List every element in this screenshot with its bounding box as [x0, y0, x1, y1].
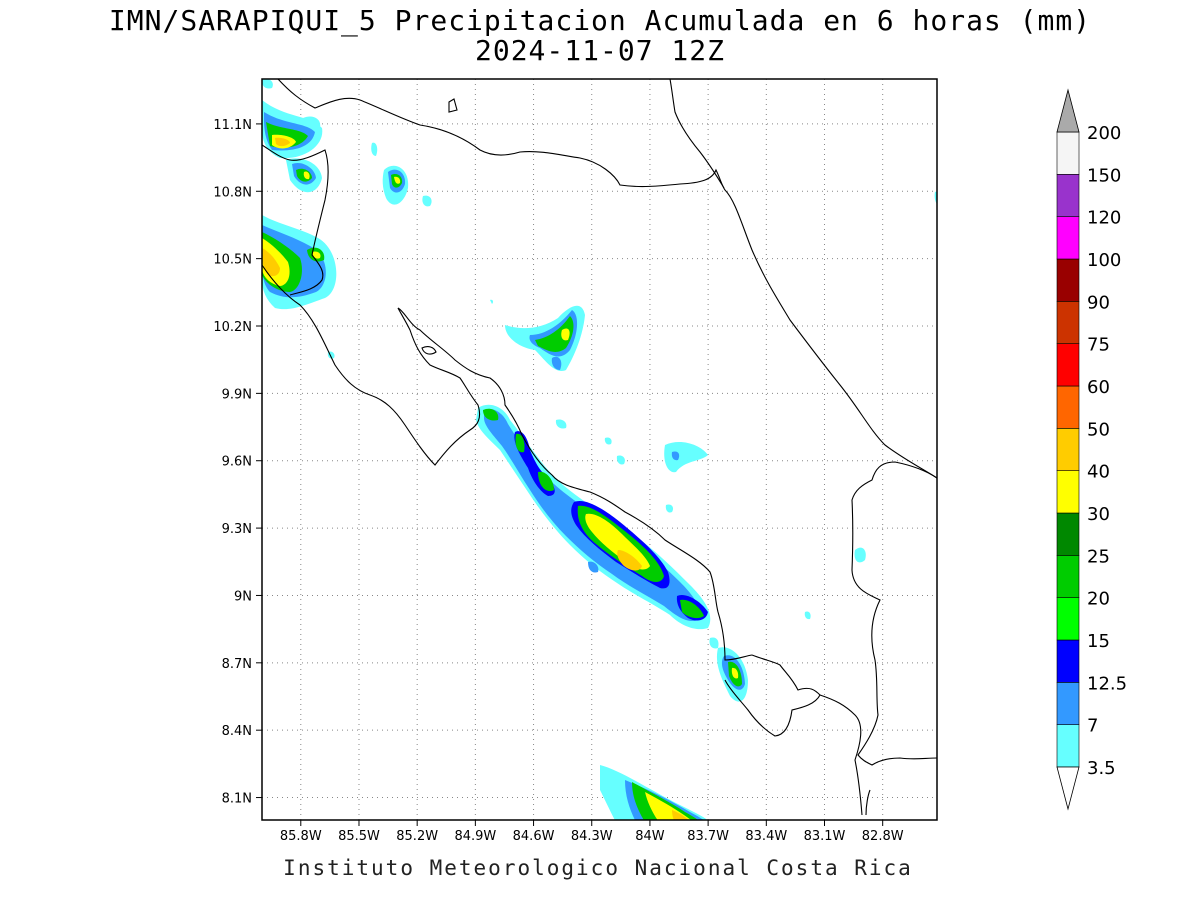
- colorbar-legend: 3.5 7 12.5 15 20 25 30 40 50 60 75 90 100 120 150 200: [1056, 88, 1127, 811]
- y-tick-label: 9.9N: [222, 387, 252, 402]
- colorbar-swatch: [1056, 343, 1080, 387]
- precip-band-pacific-coast: [476, 404, 711, 630]
- y-tick-label: 10.2N: [213, 320, 252, 335]
- x-tick-label: 83.4W: [745, 829, 787, 844]
- colorbar-swatch: [1056, 512, 1080, 556]
- colorbar-label: 7: [1087, 716, 1098, 737]
- y-tick-label: 9.3N: [222, 522, 252, 537]
- colorbar-swatch: [1056, 385, 1080, 429]
- colorbar-label: 50: [1087, 419, 1110, 440]
- colorbar-swatch: [1056, 301, 1080, 344]
- x-tick-label: 85.2W: [396, 829, 438, 844]
- map-axes: 85.8W 85.5W 85.2W 84.9W 84.6W 84.3W 84W 83.7W 83…: [213, 118, 903, 844]
- y-tick-label: 8.1N: [222, 792, 252, 807]
- colorbar-label: 20: [1087, 589, 1110, 610]
- x-tick-label: 84.6W: [513, 829, 555, 844]
- colorbar-swatch: [1056, 428, 1080, 471]
- x-tick-label: 83.7W: [687, 829, 729, 844]
- y-tick-label: 11.1N: [213, 118, 252, 133]
- precip-field: [262, 79, 937, 820]
- footer-credit: Instituto Meteorologico Nacional Costa R…: [283, 856, 913, 880]
- precip-cell-nicoya-north: [286, 158, 322, 193]
- y-tick-label: 8.7N: [222, 657, 252, 672]
- colorbar-swatch: [1056, 724, 1080, 768]
- colorbar-label: 60: [1087, 377, 1110, 398]
- colorbar-label: 120: [1087, 208, 1121, 229]
- colorbar-label: 30: [1087, 504, 1110, 525]
- precip-cell-nw-coast: [262, 79, 323, 159]
- x-tick-label: 85.8W: [280, 829, 322, 844]
- colorbar-label: 150: [1087, 165, 1121, 186]
- colorbar-label: 40: [1087, 462, 1110, 483]
- colorbar-label: 25: [1087, 546, 1110, 567]
- colorbar-label: 3.5: [1087, 758, 1116, 779]
- colorbar-lower-arrow: [1056, 766, 1080, 811]
- colorbar-swatch: [1056, 258, 1080, 302]
- x-tick-label: 84W: [635, 829, 665, 844]
- colorbar-swatch: [1056, 555, 1080, 598]
- chart-subtitle-datetime: 2024-11-07 12Z: [474, 34, 725, 67]
- precip-cell-small-north: [327, 142, 494, 359]
- x-tick-label: 84.3W: [571, 829, 613, 844]
- colorbar-label: 12.5: [1087, 673, 1127, 694]
- colorbar-label: 75: [1087, 335, 1110, 356]
- y-tick-label: 9N: [234, 589, 252, 604]
- x-tick-label: 82.8W: [862, 829, 904, 844]
- x-tick-label: 83.1W: [804, 829, 846, 844]
- colorbar-label: 100: [1087, 250, 1121, 271]
- x-tick-label: 85.5W: [338, 829, 380, 844]
- precip-cell-central-north: [505, 191, 937, 649]
- colorbar-swatch: [1056, 470, 1080, 514]
- colorbar-swatch: [1056, 174, 1080, 217]
- colorbar-swatch: [1056, 639, 1080, 683]
- colorbar-label: 15: [1087, 631, 1110, 652]
- coastline: [262, 79, 937, 816]
- chart-title: IMN/SARAPIQUI_5 Precipitacion Acumulada …: [108, 4, 1092, 37]
- precip-cell-osa: [716, 647, 748, 702]
- x-tick-label: 84.9W: [454, 829, 496, 844]
- y-tick-label: 10.8N: [213, 185, 252, 200]
- colorbar-swatch: [1056, 597, 1080, 641]
- colorbar-upper-arrow: [1056, 88, 1080, 133]
- precip-cell-guanacaste: [262, 215, 337, 310]
- colorbar-swatch: [1056, 216, 1080, 260]
- colorbar-label: 200: [1087, 123, 1121, 144]
- precip-cell-south-offshore: [600, 765, 708, 820]
- map-frame: [261, 78, 938, 821]
- y-tick-label: 9.6N: [222, 455, 252, 470]
- y-tick-label: 8.4N: [222, 724, 252, 739]
- colorbar-swatch: [1056, 131, 1080, 175]
- colorbar-label: 90: [1087, 292, 1110, 313]
- y-tick-label: 10.5N: [213, 253, 252, 268]
- colorbar-swatch: [1056, 682, 1080, 725]
- map-grid: [262, 79, 937, 820]
